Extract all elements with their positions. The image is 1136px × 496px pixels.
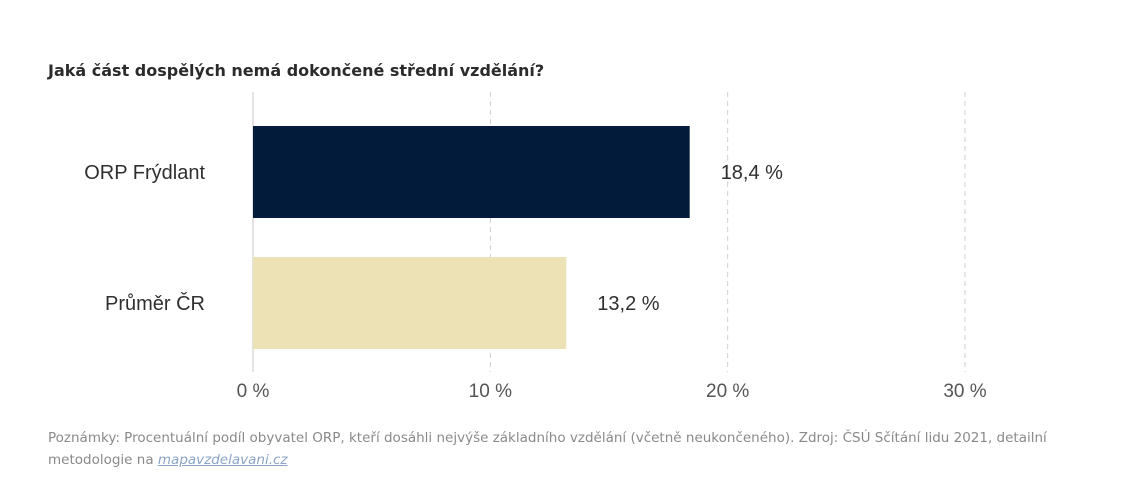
category-label: Průměr ČR [105,292,205,315]
bar-1[interactable] [253,257,567,349]
tick-label: 10 % [469,381,512,402]
value-label: 13,2 % [597,293,659,315]
tick-label: 20 % [706,381,749,402]
tick-label: 30 % [943,381,986,402]
chart-title: Jaká část dospělých nemá dokončené střed… [48,61,545,80]
source-link[interactable]: mapavzdelavani.cz [157,452,288,468]
value-label: 18,4 % [721,162,783,184]
note-text: Poznámky: Procentuální podíl obyvatel OR… [48,430,1047,468]
bar-chart: ORP Frýdlant 18,4 % Průměr ČR 13,2 % 0 % 10 %… [84,92,987,402]
bar-0[interactable] [253,126,690,218]
category-label: ORP Frýdlant [84,162,205,184]
tick-label: 0 % [237,381,270,402]
chart-note: Poznámky: Procentuální podíl obyvatel OR… [48,427,1118,471]
